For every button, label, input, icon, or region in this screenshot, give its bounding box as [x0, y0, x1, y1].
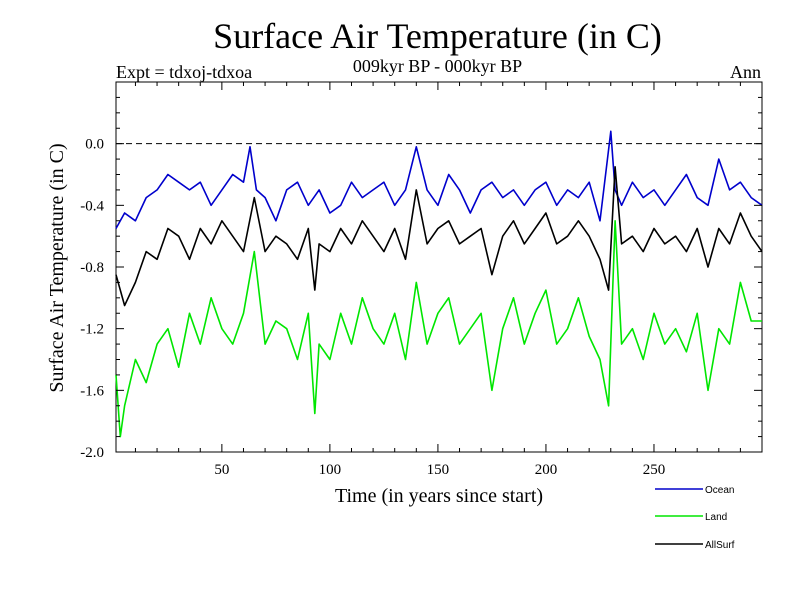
- legend-item-ocean: Ocean: [655, 485, 734, 496]
- legend-label: Land: [705, 512, 727, 523]
- legend-item-land: Land: [655, 512, 727, 523]
- x-tick-label: 250: [643, 462, 666, 478]
- y-tick-label: -1.2: [80, 322, 104, 338]
- series-line-land: [115, 220, 762, 438]
- x-axis: 50 100 150 200 250: [134, 82, 763, 478]
- y-tick-label: -0.8: [80, 260, 104, 276]
- plot-border: [115, 81, 763, 453]
- chart-title: Surface Air Temperature (in C): [213, 16, 662, 56]
- x-tick-label: 150: [427, 462, 450, 478]
- y-tick-label: 0.0: [85, 137, 104, 153]
- y-axis-label: Surface Air Temperature (in C): [46, 143, 68, 392]
- experiment-label: Expt = tdxoj-tdxoa: [116, 62, 253, 82]
- y-tick-label: -1.6: [80, 383, 104, 399]
- y-tick-label: -2.0: [80, 445, 104, 461]
- legend-label: AllSurf: [705, 540, 735, 551]
- series-line-allsurf: [115, 166, 763, 307]
- x-tick-label: 200: [535, 462, 558, 478]
- x-axis-label: Time (in years since start): [335, 485, 543, 507]
- season-label: Ann: [730, 62, 761, 82]
- x-tick-label: 100: [319, 462, 342, 478]
- series-line-ocean: [115, 130, 763, 229]
- series-layer: [115, 130, 763, 438]
- plot-frame: [115, 81, 763, 453]
- legend-label: Ocean: [705, 485, 734, 496]
- legend: Ocean Land AllSurf: [655, 485, 735, 551]
- y-tick-label: -0.4: [80, 198, 104, 214]
- legend-item-allsurf: AllSurf: [655, 540, 735, 551]
- y-axis: -2.0 -1.6 -1.2 -0.8 -0.4 0.0: [80, 81, 762, 461]
- x-tick-label: 50: [214, 462, 229, 478]
- chart-subtitle: 009kyr BP - 000kyr BP: [352, 56, 523, 76]
